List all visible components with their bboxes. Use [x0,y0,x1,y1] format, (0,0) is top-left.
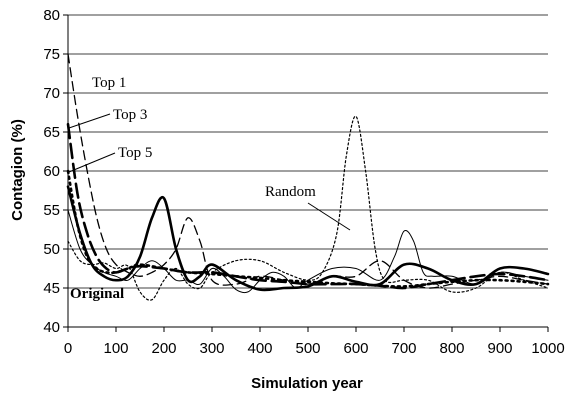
x-tick-label: 800 [439,340,464,357]
series-lines [66,53,550,301]
x-tick-label: 400 [247,340,272,357]
y-tick-label: 50 [43,241,60,258]
series-line-random [67,115,549,301]
series-line-top-5 [66,169,550,288]
y-tick-label: 40 [43,319,60,336]
x-tick-label: 200 [151,340,176,357]
series-line-thin [67,209,549,294]
x-tick-label: 700 [391,340,416,357]
x-tick-label: 900 [487,340,512,357]
x-tick-labels: 0 100 200 300 400 500 600 700 800 900 1000 [64,327,565,357]
annotations: Top 1 Top 3 Top 5 Random Original [68,75,351,302]
annotation-label: Top 5 [118,145,152,161]
series-line-original [66,185,550,292]
annotation-label: Random [265,184,316,200]
y-axis-title: Contagion (%) [9,119,26,221]
y-tick-label: 65 [43,124,60,141]
y-tick-label: 55 [43,202,60,219]
x-tick-label: 1000 [531,340,564,357]
annotation-label: Top 1 [92,75,126,91]
x-axis-title: Simulation year [251,375,363,392]
annotation-label: Top 3 [113,107,147,123]
annotation-label: Original [70,286,124,302]
y-tick-label: 80 [43,7,60,24]
x-tick-label: 300 [199,340,224,357]
x-tick-label: 100 [103,340,128,357]
x-tick-label: 500 [295,340,320,357]
y-tick-label: 75 [43,46,60,63]
x-tick-label: 0 [64,340,72,357]
annotation-leader [68,152,116,173]
gridlines [63,14,548,328]
y-tick-label: 60 [43,163,60,180]
annotation-leader [307,202,351,231]
y-tick-labels: 40 45 50 55 60 65 70 75 80 [43,7,60,336]
x-tick-label: 600 [343,340,368,357]
series-line-top-1 [67,53,549,289]
y-tick-label: 45 [43,280,60,297]
annotation-leader [68,113,111,129]
y-tick-label: 70 [43,85,60,102]
